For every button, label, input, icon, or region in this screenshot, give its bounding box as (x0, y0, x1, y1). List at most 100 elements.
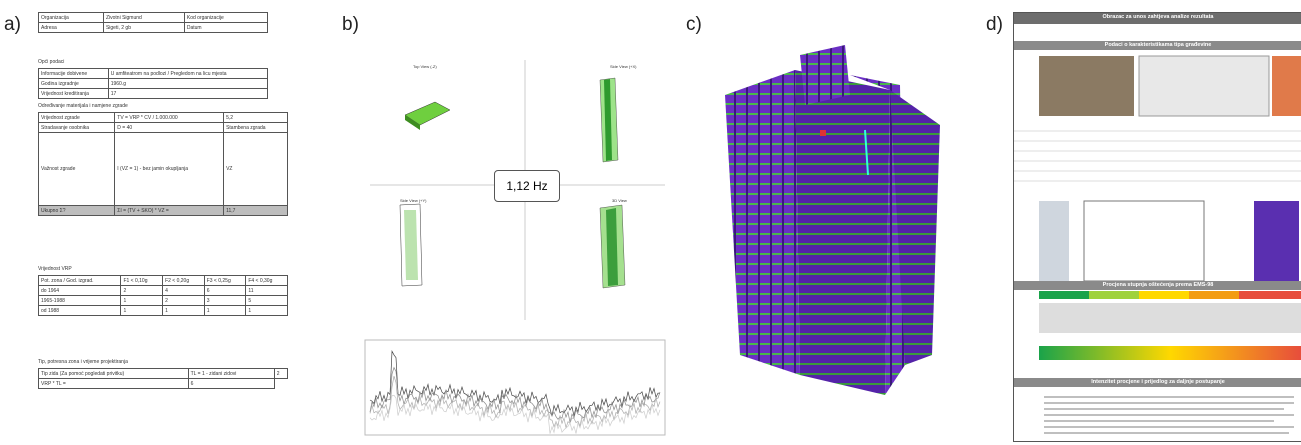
table-cell: 6 (203, 285, 247, 296)
table-cell: Tip zida (Za pomoć pogledati privitku) (38, 368, 189, 379)
table: Pot. zona / God. izgrad. F1 < 0,10g F2 < 0… (37, 275, 288, 316)
table-cell: D = 40 (114, 122, 225, 133)
spectrum-trace (369, 366, 661, 423)
table-cell: ΣI = (TV + SKO) * VZ = (114, 205, 225, 216)
table-cell: VRP * TL = (38, 378, 189, 389)
table-cell: TL = 1 - zidani zidovi (187, 368, 275, 379)
table-cell: F4 < 0,30g (245, 275, 288, 286)
panel-label: a) (4, 14, 21, 35)
table-cell: 11,7 (223, 205, 288, 216)
table: Vrijednost zgrade TV = VRP * CV / 1.000.0… (37, 112, 288, 216)
table-row: Organizacija Zivotni Sigmund Kod organizac… (38, 12, 269, 23)
table-cell: Organizacija (38, 12, 104, 23)
table-cell: Stradavanje osobnika (37, 122, 116, 133)
table-cell: od 1988 (37, 305, 122, 316)
table-cell: Adresa (38, 22, 104, 33)
table-cell: 1 (120, 305, 164, 316)
form-section: Intenzitet procjene i prijedlog za daljn… (1014, 378, 1301, 387)
form-section: Procjena stupnja oštećenja prema EMS-98 (1014, 281, 1301, 290)
view-title: Side View (+Y) (400, 198, 427, 203)
table-row: Pot. zona / God. izgrad. F1 < 0,10g F2 < 0… (37, 275, 288, 286)
table-cell: 1 (203, 305, 247, 316)
table-row: Važnost zgrade I (VZ = 1) - bez jamin oku… (37, 132, 288, 206)
table-cell: TV = VRP * CV / 1.000.000 (114, 112, 225, 123)
table-cell: F1 < 0,10g (120, 275, 164, 286)
table-cell: Vrijednost zgrade (37, 112, 116, 123)
table-row: Informacije dobivene U amfiteatrom na pod… (38, 68, 269, 79)
table-cell: Datum (183, 22, 269, 33)
table-row: Stradavanje osobnika D = 40 Stambena zgrad… (37, 122, 288, 133)
table-cell: 1965-1988 (37, 295, 122, 306)
table-cell: Stambena zgrada (223, 122, 288, 133)
panel-label: b) (342, 14, 359, 35)
frequency-label: 1,12 Hz (494, 170, 560, 202)
table-cell: Pot. zona / God. izgrad. (37, 275, 122, 286)
table-cell: 6 (187, 378, 275, 389)
panel-label: c) (686, 14, 702, 35)
table-cell: 2 (162, 295, 205, 306)
view-title: Top View (-Z) (413, 64, 437, 69)
panel-b (364, 60, 666, 436)
spectrum-trace (369, 394, 661, 434)
table-cell: 1 (245, 305, 288, 316)
view-title: Side View (+X) (610, 64, 637, 69)
panel-label: d) (986, 14, 1003, 35)
panel-c (725, 45, 940, 395)
section-title: Određivanje materijala i namjene zgrade (38, 103, 128, 109)
form-content (1014, 55, 1301, 282)
mode-3d (599, 204, 626, 289)
table-cell: 2 (273, 368, 289, 379)
view-title: 3D View (612, 198, 627, 203)
table-row: Godina izgradnje 1960.g (38, 78, 269, 89)
form-text (1044, 396, 1294, 434)
table-cell: 17 (107, 88, 269, 99)
table-cell: I (VZ = 1) - bez jamin okupljanja (114, 132, 225, 206)
table-cell: 4 (162, 285, 205, 296)
table-cell: Važnost zgrade (37, 132, 116, 206)
table-row: Tip zida (Za pomoć pogledati privitku) TL… (38, 368, 289, 379)
table-cell: Sigeti, 2 gb (102, 22, 185, 33)
table-row: 1965-1988 1 2 3 5 (37, 295, 288, 306)
mode-side-y (399, 203, 423, 287)
table: Organizacija Zivotni Sigmund Kod organizac… (38, 12, 269, 33)
table-cell: 5,2 (223, 112, 288, 123)
table-row: Ukupno Σ? ΣI = (TV + SKO) * VZ = 11,7 (37, 205, 288, 216)
table: Informacije dobivene U amfiteatrom na pod… (38, 68, 269, 99)
table-row: do 1964 2 4 6 11 (37, 285, 288, 296)
table-cell: 1 (162, 305, 205, 316)
table-cell: VZ (223, 132, 288, 206)
form-section: Podaci o karakteristikama tipa građevine (1014, 41, 1301, 50)
table-cell: Godina izgradnje (38, 78, 109, 89)
table-cell: Ukupno Σ? (37, 205, 116, 216)
table-cell: Vrijednost kreditiranja (38, 88, 109, 99)
table-row: Adresa Sigeti, 2 gb Datum (38, 22, 269, 33)
table-cell: 1 (120, 295, 164, 306)
table-cell: 3 (203, 295, 247, 306)
section-title: Tip, potresna zona i vrijeme projektiran… (38, 359, 128, 365)
table-cell: 5 (245, 295, 288, 306)
table-row: od 1988 1 1 1 1 (37, 305, 288, 316)
table-cell: Kod organizacije (183, 12, 269, 23)
table-cell: 11 (245, 285, 288, 296)
mode-top (404, 101, 451, 130)
table-cell: do 1964 (37, 285, 122, 296)
form-title: Obrazac za unos zahtjeva analize rezulta… (1014, 13, 1301, 24)
table-cell: F3 < 0,25g (203, 275, 247, 286)
mode-side-x (599, 77, 619, 163)
table-row: Vrijednost zgrade TV = VRP * CV / 1.000.0… (37, 112, 288, 123)
spectrum-trace (369, 376, 661, 430)
table-cell: Zivotni Sigmund (102, 12, 185, 23)
table-cell: U amfiteatrom na podlozi / Pregledom na … (107, 68, 269, 79)
table-cell: 2 (120, 285, 164, 296)
table-cell: F2 < 0,20g (162, 275, 205, 286)
spectrum (369, 349, 661, 434)
report-form: Obrazac za unos zahtjeva analize rezulta… (1013, 12, 1301, 442)
table-cell: Informacije dobivene (38, 68, 109, 79)
section-title: Vrijednost VRP (38, 266, 72, 272)
section-title: Opći podaci (38, 59, 65, 65)
table: Tip zida (Za pomoć pogledati privitku) TL… (38, 368, 289, 389)
table-row: VRP * TL = 6 (38, 378, 288, 389)
damage-scale (1039, 291, 1301, 360)
building (725, 45, 940, 395)
